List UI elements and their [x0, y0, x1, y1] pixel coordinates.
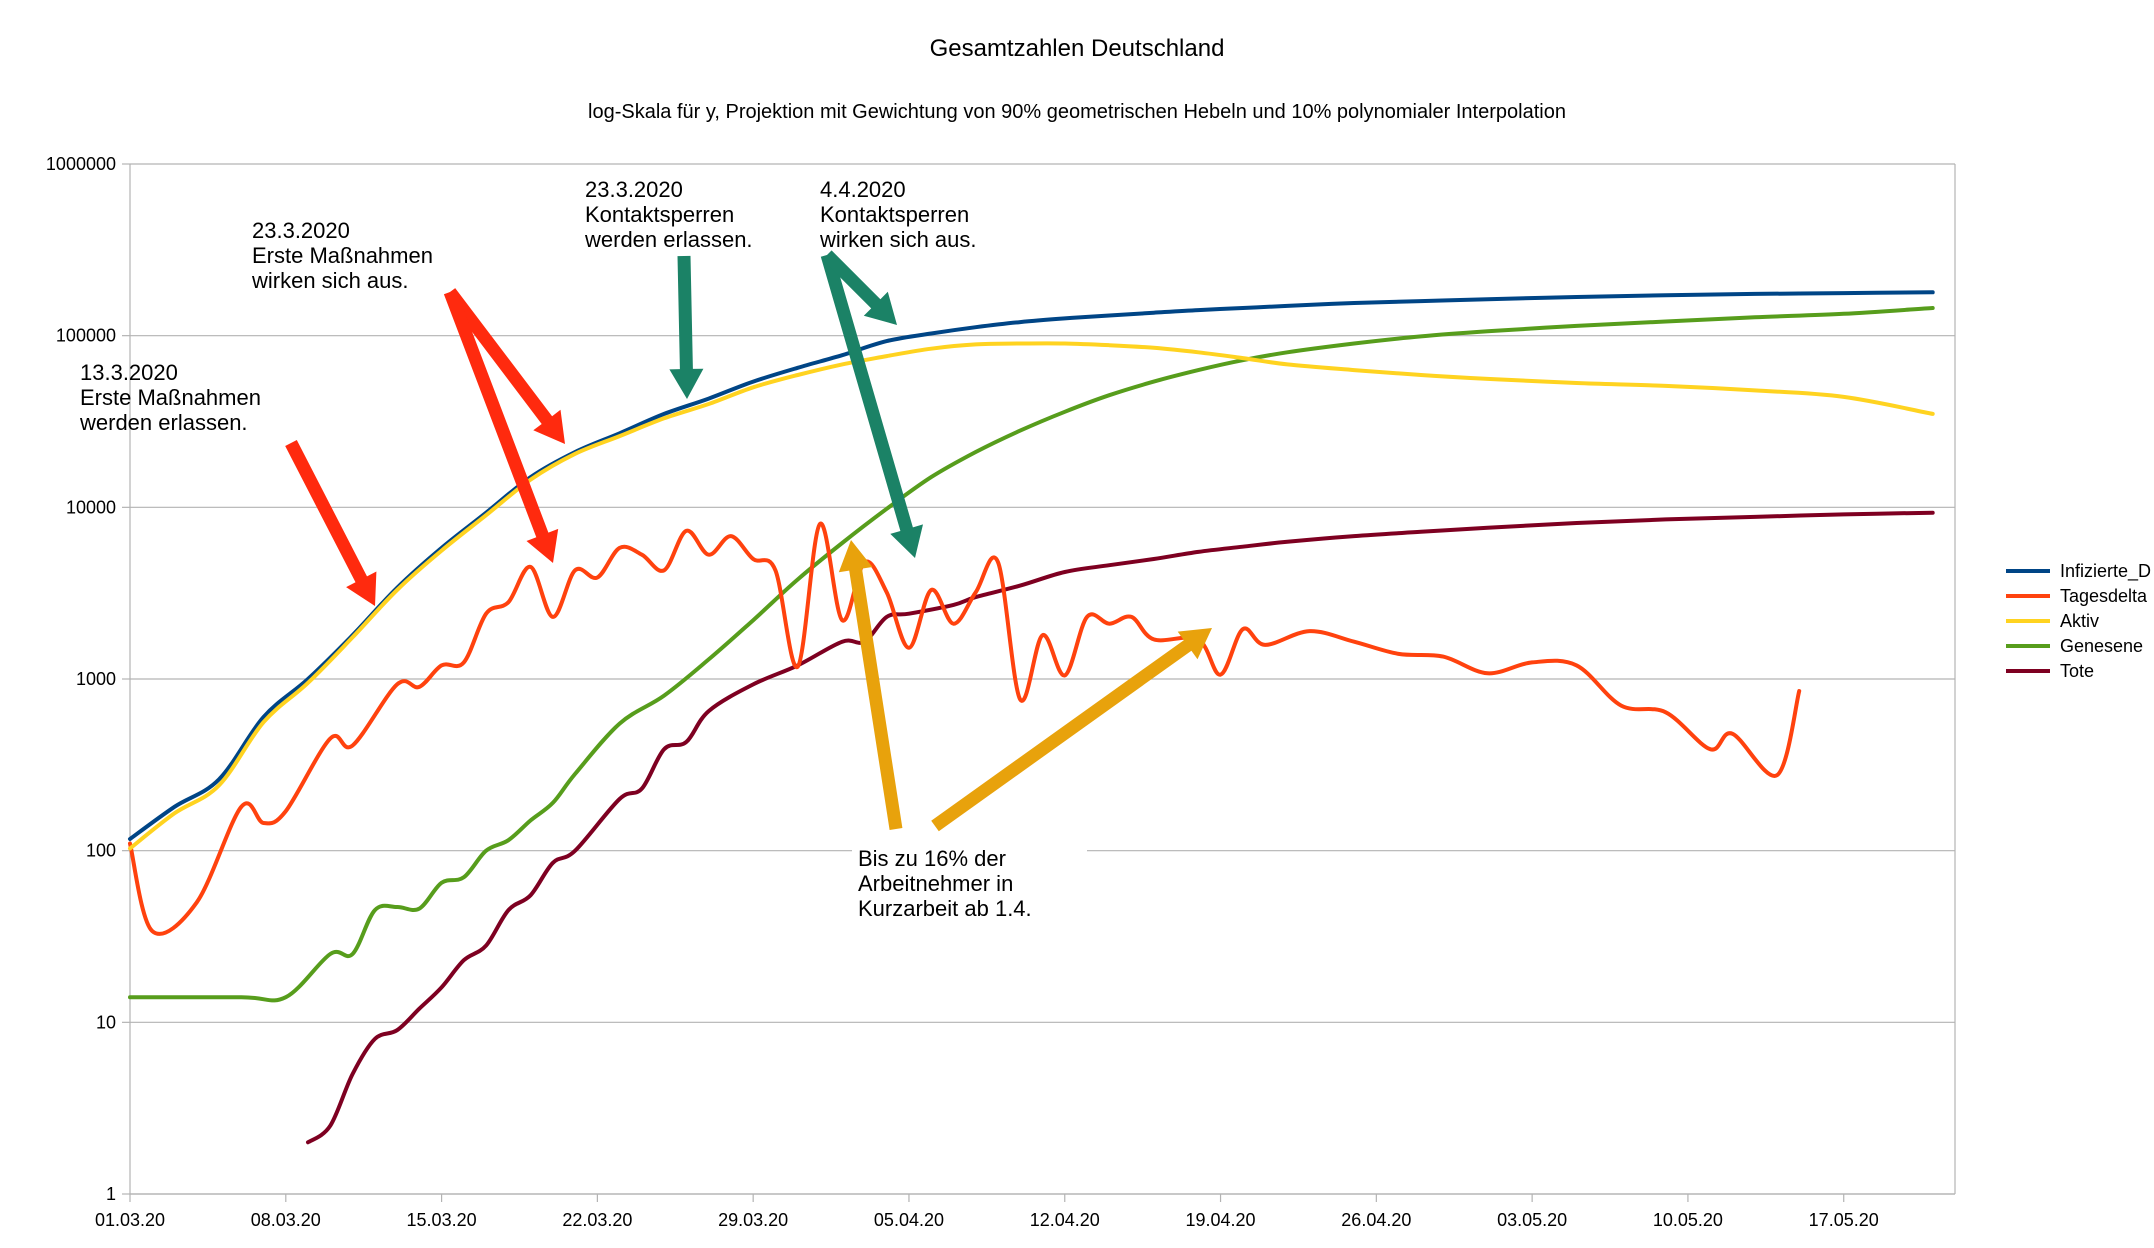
annotation-line: Bis zu 16% der	[858, 846, 1006, 871]
arrow-4-4-contact-effect-a	[820, 253, 923, 558]
legend-label-genesene: Genesene	[2060, 636, 2143, 656]
y-tick-labels: 1 10 100 1000 10000 100000 1000000	[46, 154, 116, 1204]
x-tick-label: 19.04.20	[1186, 1210, 1256, 1230]
annotation-line: 4.4.2020	[820, 177, 906, 202]
legend: Infizierte_D Tagesdelta Aktiv Genesene Tote	[2006, 561, 2151, 681]
x-tick-label: 08.03.20	[251, 1210, 321, 1230]
legend-label-tagesdelta: Tagesdelta	[2060, 586, 2148, 606]
annotation-text: Bis zu 16% der Arbeitnehmer in Kurzarbeit …	[858, 846, 1032, 921]
arrow-23-3-measures-a	[444, 288, 565, 444]
x-tick-labels: 01.03.20 08.03.20 15.03.20 22.03.20 29.03.20…	[95, 1210, 1879, 1230]
annotation-line: 23.3.2020	[585, 177, 683, 202]
series-line-aktiv	[128, 341, 1935, 851]
annotation-text: 4.4.2020 Kontaktsperren wirken sich aus.	[819, 177, 977, 252]
y-tick-label: 100000	[56, 326, 116, 346]
x-tick-label: 10.05.20	[1653, 1210, 1723, 1230]
arrow-13-3-measures	[285, 440, 377, 606]
x-tick-label: 05.04.20	[874, 1210, 944, 1230]
legend-label-tote: Tote	[2060, 661, 2094, 681]
annotation-text: 23.3.2020 Erste Maßnahmen wirken sich aus.	[251, 218, 433, 293]
annotation-line: 13.3.2020	[80, 360, 178, 385]
annotation-line: wirken sich aus.	[819, 227, 977, 252]
axes	[122, 163, 1956, 1202]
y-tick-label: 10	[96, 1012, 116, 1032]
x-tick-label: 29.03.20	[718, 1210, 788, 1230]
annotation-text: 23.3.2020 Kontaktsperren werden erlassen.	[584, 177, 753, 252]
x-tick-label: 03.05.20	[1497, 1210, 1567, 1230]
arrow-short-time-work-b	[931, 628, 1212, 832]
annotation-line: Kontaktsperren	[585, 202, 734, 227]
x-tick-label: 26.04.20	[1341, 1210, 1411, 1230]
x-tick-label: 17.05.20	[1809, 1210, 1879, 1230]
annotation-line: wirken sich aus.	[251, 268, 409, 293]
annotation-line: Erste Maßnahmen	[80, 385, 261, 410]
legend-label-infizierte-d: Infizierte_D	[2060, 561, 2151, 582]
arrow-23-3-contact-ban	[669, 255, 704, 399]
y-tick-label: 1000	[76, 669, 116, 689]
annotation-arrows	[285, 250, 1212, 832]
y-tick-label: 100	[86, 841, 116, 861]
annotation-line: Kurzarbeit ab 1.4.	[858, 896, 1032, 921]
annotation-line: Arbeitnehmer in	[858, 871, 1013, 896]
y-tick-label: 1	[106, 1184, 116, 1204]
arrow-4-4-contact-effect-b	[822, 250, 897, 325]
chart-subtitle: log-Skala für y, Projektion mit Gewichtu…	[588, 101, 1566, 123]
chart-title: Gesamtzahlen Deutschland	[930, 35, 1225, 62]
annotation-box	[852, 836, 1087, 934]
annotation-line: Erste Maßnahmen	[252, 243, 433, 268]
annotation-line: 23.3.2020	[252, 218, 350, 243]
arrow-23-3-measures-b	[443, 289, 559, 563]
x-tick-label: 22.03.20	[562, 1210, 632, 1230]
series-lines	[128, 290, 1935, 1145]
x-tick-label: 01.03.20	[95, 1210, 165, 1230]
y-tick-label: 10000	[66, 497, 116, 517]
annotation-line: werden erlassen.	[584, 227, 753, 252]
annotation-line: Kontaktsperren	[820, 202, 969, 227]
series-line-genesene	[128, 306, 1935, 1003]
legend-label-aktiv: Aktiv	[2060, 611, 2099, 631]
y-tick-label: 1000000	[46, 154, 116, 174]
annotation-line: werden erlassen.	[79, 410, 248, 435]
annotations: 13.3.2020 Erste Maßnahmen werden erlassen.…	[79, 177, 1087, 934]
x-tick-label: 12.04.20	[1030, 1210, 1100, 1230]
annotation-text: 13.3.2020 Erste Maßnahmen werden erlassen.	[79, 360, 261, 435]
arrow-short-time-work-a	[838, 540, 903, 830]
series-line-tote	[306, 510, 1935, 1145]
x-tick-label: 15.03.20	[407, 1210, 477, 1230]
